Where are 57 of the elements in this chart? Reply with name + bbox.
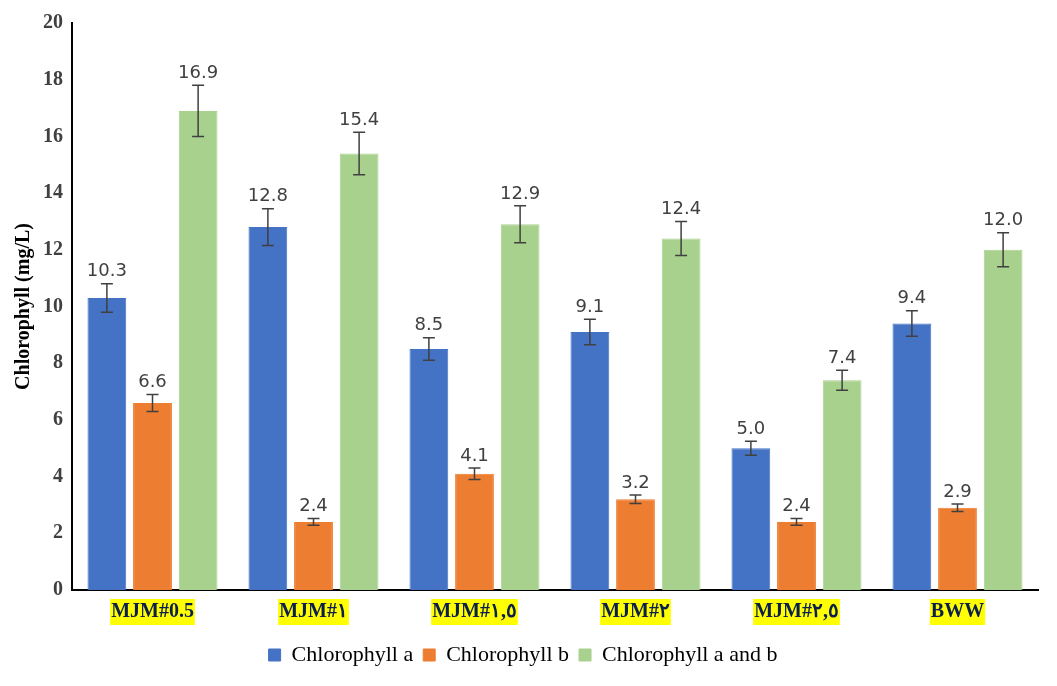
- data-label: 8.5: [414, 313, 444, 335]
- legend-label: Chlorophyll a: [291, 640, 414, 666]
- data-label: 12.0: [983, 208, 1024, 230]
- data-label: 9.4: [897, 286, 927, 308]
- bar: [133, 402, 172, 590]
- bar: [500, 224, 540, 590]
- x-tick-label: MJM#0.5: [111, 599, 194, 622]
- data-label: 9.1: [575, 294, 605, 316]
- bar: [616, 499, 655, 590]
- y-tick-label: 2: [53, 520, 63, 543]
- data-label: 6.6: [138, 370, 167, 392]
- data-label: 12.8: [247, 184, 288, 206]
- bar: [731, 448, 771, 590]
- data-label: 2.9: [943, 479, 972, 501]
- data-label: 10.3: [86, 259, 127, 281]
- bar: [294, 521, 333, 590]
- bar: [87, 298, 127, 590]
- legend-label: Chlorophyll a and b: [602, 640, 778, 666]
- y-tick-label: 16: [43, 123, 63, 146]
- bar: [938, 507, 977, 590]
- y-axis-title: Chlorophyll (mg/L): [11, 223, 35, 390]
- data-label: 12.4: [661, 197, 702, 219]
- bar: [409, 349, 449, 590]
- bar: [248, 227, 288, 590]
- y-tick-label: 18: [43, 66, 63, 89]
- y-tick-label: 10: [43, 293, 63, 316]
- x-tick-label: MJM#١,٥: [432, 599, 517, 622]
- data-label: 2.4: [299, 494, 328, 516]
- y-tick-label: 6: [53, 407, 63, 430]
- x-tick-label: MJM#٢,٥: [754, 599, 839, 622]
- bar: [570, 332, 610, 590]
- legend-label: Chlorophyll b: [446, 640, 570, 666]
- data-label: 16.9: [178, 61, 219, 83]
- data-label: 15.4: [339, 107, 380, 129]
- bar: [339, 153, 379, 590]
- data-label: 3.2: [621, 470, 650, 492]
- bar: [178, 110, 218, 590]
- data-label: 12.9: [500, 181, 541, 203]
- bar: [983, 249, 1023, 590]
- y-tick-label: 0: [53, 577, 63, 600]
- y-tick-label: 20: [43, 10, 63, 33]
- y-tick-label: 8: [53, 350, 63, 373]
- bar: [661, 238, 701, 590]
- bar: [455, 473, 494, 590]
- data-label: 2.4: [782, 494, 811, 516]
- bar: [777, 521, 816, 590]
- x-tick-label: BWW: [930, 599, 985, 622]
- y-tick-label: 14: [43, 180, 63, 203]
- x-tick-label: MJM#١: [279, 599, 348, 622]
- bar: [892, 323, 932, 590]
- bar: [822, 380, 862, 590]
- x-tick-label: MJM#٢: [601, 599, 670, 622]
- y-tick-label: 12: [43, 236, 63, 259]
- data-label: 4.1: [460, 443, 489, 465]
- y-tick-label: 4: [53, 463, 63, 486]
- data-label: 5.0: [736, 416, 766, 438]
- data-label: 7.4: [827, 345, 857, 367]
